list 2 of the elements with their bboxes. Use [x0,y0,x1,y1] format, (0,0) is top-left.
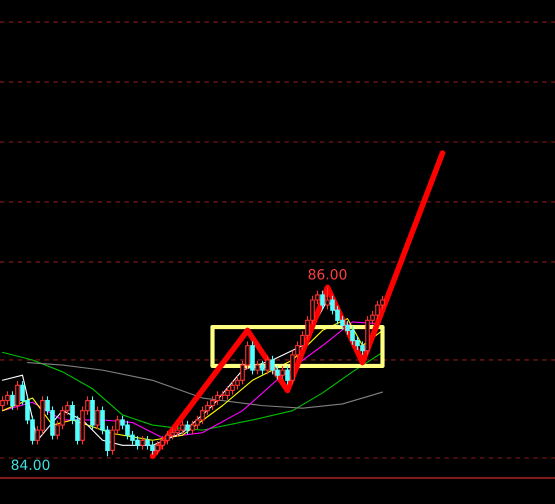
text: 86.00 [308,269,346,280]
text: 84.00 [12,460,50,470]
